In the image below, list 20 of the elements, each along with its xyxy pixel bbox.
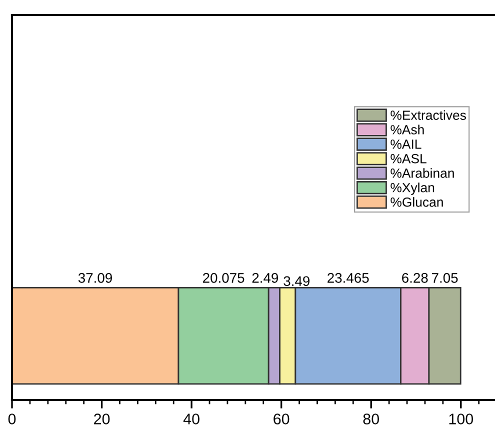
data-label: 37.09 [78,272,112,283]
legend-label: %Xylan [390,182,434,195]
data-label: 23.465 [328,272,369,283]
data-label: 7.05 [432,272,458,283]
x-tick-label: 20 [94,414,110,424]
legend-label: %Glucan [390,197,443,207]
legend-label: %Extractives [390,110,466,120]
data-label: 3.49 [284,276,310,286]
x-tick-label: 100 [449,414,474,424]
data-label: 20.075 [203,272,244,283]
data-label: 2.49 [252,272,278,283]
x-tick-label: 80 [363,414,380,424]
legend-label: %Arabinan [390,168,454,178]
x-tick-label: 0 [8,414,16,424]
data-label: 6.28 [402,272,428,283]
x-tick-label: 40 [183,414,200,424]
x-tick-label: 60 [274,414,290,424]
legend-label: %AIL [390,140,422,149]
legend-label: %ASL [390,154,426,164]
legend-label: %Ash [390,124,424,134]
